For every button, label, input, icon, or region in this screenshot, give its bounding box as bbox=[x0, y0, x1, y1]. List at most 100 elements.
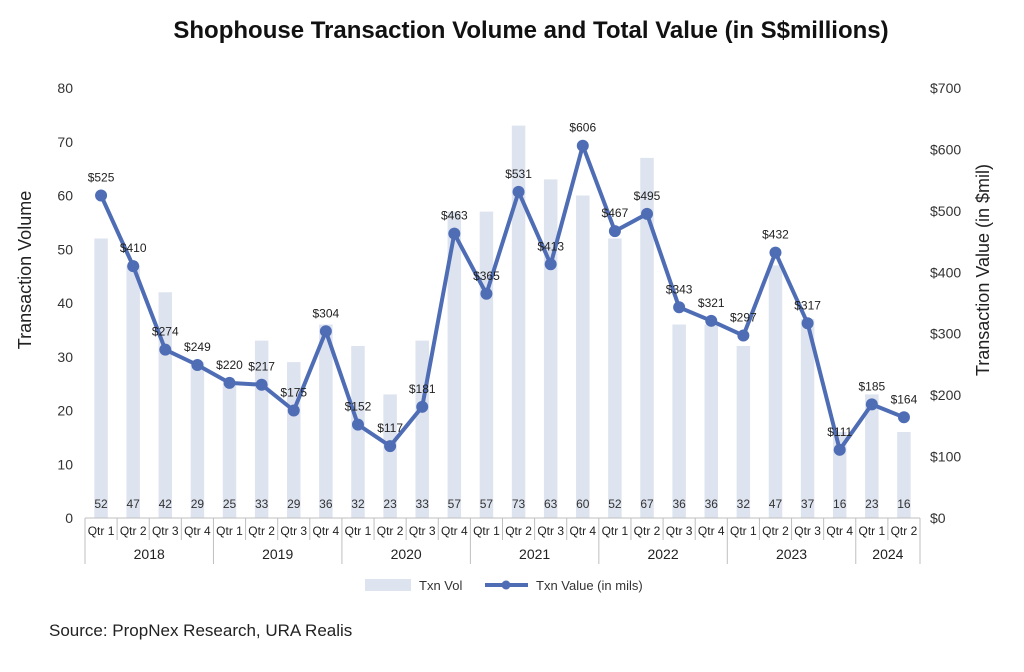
x-group-label: 2023 bbox=[776, 546, 807, 562]
x-tick-label: Qtr 3 bbox=[409, 524, 436, 538]
bar-data-label: 23 bbox=[383, 497, 397, 511]
x-tick-label: Qtr 4 bbox=[698, 524, 725, 538]
value-data-label: $606 bbox=[569, 121, 596, 135]
chart-title: Shophouse Transaction Volume and Total V… bbox=[173, 17, 888, 44]
y-tick-label: 40 bbox=[57, 295, 73, 311]
x-tick-label: Qtr 1 bbox=[345, 524, 372, 538]
bar-data-label: 67 bbox=[640, 497, 654, 511]
bar bbox=[351, 346, 365, 518]
value-data-label: $317 bbox=[794, 298, 821, 312]
x-tick-label: Qtr 1 bbox=[88, 524, 115, 538]
x-tick-label: Qtr 2 bbox=[505, 524, 532, 538]
y2-tick-label: $0 bbox=[930, 510, 946, 526]
x-tick-label: Qtr 2 bbox=[248, 524, 275, 538]
y-tick-label: 10 bbox=[57, 456, 73, 472]
bar-data-label: 36 bbox=[672, 497, 686, 511]
bar-data-label: 25 bbox=[223, 497, 237, 511]
y-axis-title: Transaction Volume bbox=[15, 191, 35, 349]
value-point bbox=[769, 246, 782, 259]
bar-data-label: 37 bbox=[801, 497, 815, 511]
bar-data-label: 23 bbox=[865, 497, 879, 511]
bar bbox=[865, 394, 879, 518]
bar-data-label: 42 bbox=[159, 497, 173, 511]
value-point bbox=[897, 411, 910, 424]
value-point bbox=[384, 440, 397, 453]
bar bbox=[704, 324, 718, 518]
value-data-label: $274 bbox=[152, 325, 179, 339]
bar bbox=[190, 362, 205, 518]
bar bbox=[768, 265, 783, 518]
x-tick-label: Qtr 3 bbox=[152, 524, 179, 538]
value-data-label: $321 bbox=[698, 296, 725, 310]
bar bbox=[383, 394, 397, 518]
bar bbox=[800, 319, 815, 518]
value-point bbox=[223, 376, 236, 389]
value-data-label: $111 bbox=[827, 425, 852, 439]
legend-label-txn-vol: Txn Vol bbox=[419, 578, 462, 593]
value-point bbox=[576, 139, 589, 152]
y-tick-label: 70 bbox=[57, 134, 73, 150]
value-point bbox=[737, 329, 750, 342]
bar bbox=[319, 324, 333, 518]
bar-data-label: 73 bbox=[512, 497, 526, 511]
x-tick-label: Qtr 1 bbox=[858, 524, 885, 538]
value-data-label: $220 bbox=[216, 358, 243, 372]
y-tick-label: 20 bbox=[57, 403, 73, 419]
legend-label-txn-value: Txn Value (in mils) bbox=[536, 578, 643, 593]
value-data-label: $495 bbox=[634, 189, 661, 203]
value-point bbox=[255, 378, 268, 391]
value-data-label: $185 bbox=[858, 379, 885, 393]
axes-group: 0 10 20 30 40 50 60 70 80 $0 $100 $200 $300 $400 $500 $… bbox=[57, 80, 961, 564]
value-data-label: $413 bbox=[537, 239, 564, 253]
value-point bbox=[865, 398, 878, 411]
value-data-label: $343 bbox=[666, 282, 693, 296]
y2-tick-label: $600 bbox=[930, 141, 961, 157]
source-note: Source: PropNex Research, URA Realis bbox=[49, 621, 352, 640]
x-tick-label: Qtr 2 bbox=[634, 524, 661, 538]
bar bbox=[897, 432, 911, 518]
bar bbox=[447, 211, 462, 518]
value-data-label: $467 bbox=[602, 206, 629, 220]
bar-series-group: 52 47 42 29 25 33 29 36 32 23 33 57 57 73 63 60 52 67 36 36… bbox=[94, 125, 911, 518]
bar-data-label: 32 bbox=[737, 497, 751, 511]
x-group-label: 2019 bbox=[262, 546, 293, 562]
bar-data-label: 33 bbox=[255, 497, 269, 511]
value-data-label: $410 bbox=[120, 241, 147, 255]
x-tick-label: Qtr 2 bbox=[120, 524, 147, 538]
x-tick-label: Qtr 3 bbox=[280, 524, 307, 538]
x-tick-label: Qtr 4 bbox=[569, 524, 596, 538]
y2-axis-title: Transaction Value (in $mil) bbox=[973, 164, 993, 376]
bar bbox=[736, 346, 751, 518]
bar-data-label: 16 bbox=[897, 497, 911, 511]
line-series-group: $525 $410 $274 $249 $220 $217 $175 $304 $152 $117… bbox=[88, 121, 918, 456]
y-tick-label: 80 bbox=[57, 80, 73, 96]
legend-swatch-txn-vol bbox=[365, 579, 411, 591]
value-data-label: $297 bbox=[730, 311, 757, 325]
bar bbox=[222, 383, 237, 518]
x-tick-label: Qtr 4 bbox=[826, 524, 853, 538]
x-tick-label: Qtr 4 bbox=[184, 524, 211, 538]
value-point bbox=[416, 400, 429, 413]
x-group-label: 2024 bbox=[872, 546, 903, 562]
x-tick-label: Qtr 2 bbox=[762, 524, 789, 538]
value-data-label: $531 bbox=[505, 167, 532, 181]
x-tick-label: Qtr 2 bbox=[891, 524, 918, 538]
x-group-label: 2018 bbox=[134, 546, 165, 562]
value-data-label: $525 bbox=[88, 171, 115, 185]
bar bbox=[415, 340, 429, 518]
x-group-label: 2021 bbox=[519, 546, 550, 562]
value-data-label: $175 bbox=[280, 386, 307, 400]
value-point bbox=[641, 207, 654, 220]
value-point bbox=[127, 260, 140, 273]
x-tick-label: Qtr 3 bbox=[666, 524, 693, 538]
x-tick-label: Qtr 3 bbox=[537, 524, 564, 538]
legend-marker-txn-value bbox=[501, 580, 511, 590]
bar-data-label: 33 bbox=[416, 497, 430, 511]
x-tick-label: Qtr 1 bbox=[216, 524, 243, 538]
y2-tick-label: $700 bbox=[930, 80, 961, 96]
bar-data-label: 36 bbox=[705, 497, 719, 511]
value-point bbox=[448, 227, 461, 240]
bar bbox=[94, 238, 108, 518]
